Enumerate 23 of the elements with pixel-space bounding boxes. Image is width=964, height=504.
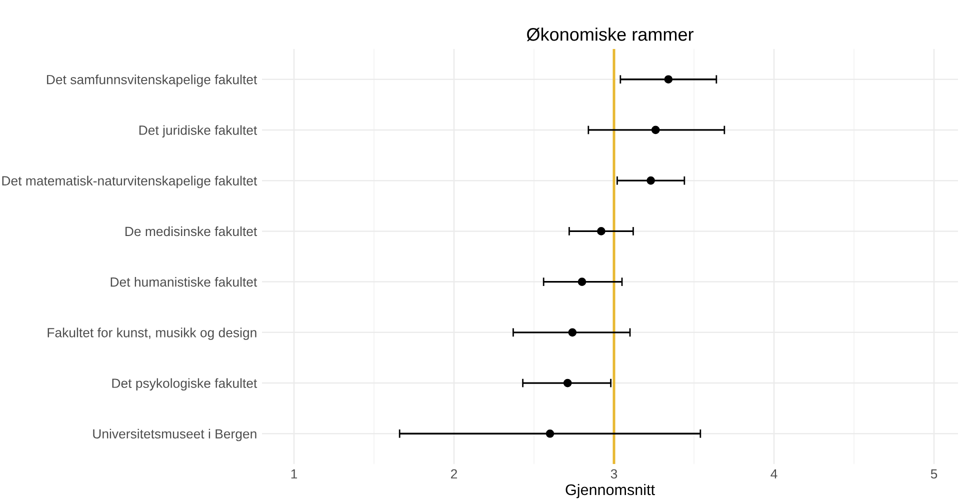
y-tick-label: Fakultet for kunst, musikk og design (48, 328, 256, 340)
point (597, 227, 606, 236)
x-tick-label: 1 (291, 469, 298, 478)
x-tick-label: 2 (450, 469, 458, 478)
y-tick-label: Det matematisk-naturvitenskapelige fakultet (2, 176, 258, 188)
y-tick-label: Det psykologiske fakultet (112, 378, 258, 391)
y-tick-label: Universitetsmuseet i Bergen (93, 428, 256, 442)
x-tick-label: 4 (770, 469, 778, 478)
x-axis-title: Gjennomsnitt (566, 484, 655, 498)
y-tick-label: Det humanistiske fakultet (110, 277, 258, 287)
y-tick-label: Det juridiske fakultet (139, 125, 258, 138)
y-tick-label: De medisinske fakultet (125, 226, 258, 236)
point (646, 176, 655, 185)
chart-title: Økonomiske rammer (526, 28, 694, 42)
point (546, 429, 554, 438)
point (563, 378, 572, 388)
point (664, 75, 673, 84)
x-tick-label: 3 (610, 469, 618, 479)
x-tick-label: 5 (930, 469, 938, 479)
point (578, 278, 586, 286)
point (651, 126, 660, 134)
point (568, 328, 577, 337)
y-tick-label: Det samfunnsvitenskapelige fakultet (47, 74, 258, 87)
